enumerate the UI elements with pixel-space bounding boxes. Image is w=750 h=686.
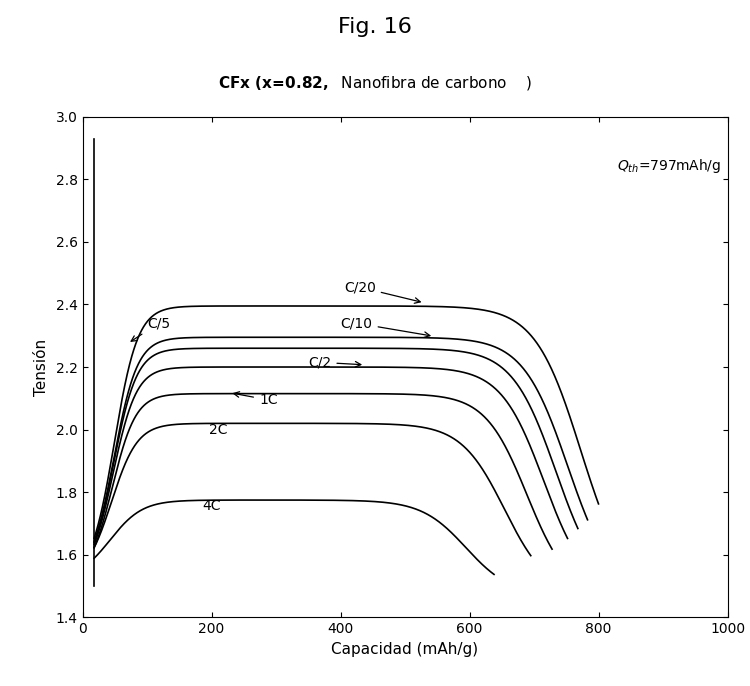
Y-axis label: Tensión: Tensión — [34, 338, 49, 396]
Text: C/2: C/2 — [308, 355, 361, 369]
Text: C/5: C/5 — [131, 316, 170, 341]
X-axis label: Capacidad (mAh/g): Capacidad (mAh/g) — [332, 642, 478, 657]
Text: Fig. 16: Fig. 16 — [338, 17, 412, 37]
Text: 2C: 2C — [209, 423, 227, 437]
Text: $\bf{CFx\ (x\!=\!0.82,}$  Nanofibra de carbono    ): $\bf{CFx\ (x\!=\!0.82,}$ Nanofibra de ca… — [218, 74, 532, 92]
Text: 1C: 1C — [234, 392, 278, 407]
Text: C/10: C/10 — [340, 316, 430, 338]
Text: C/20: C/20 — [344, 280, 420, 303]
Text: $Q_{th}$=797mAh/g: $Q_{th}$=797mAh/g — [616, 157, 721, 176]
Text: 4C: 4C — [202, 499, 220, 513]
